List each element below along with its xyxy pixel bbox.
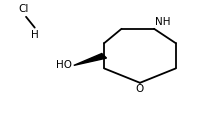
Text: Cl: Cl (18, 4, 29, 14)
Text: NH: NH (155, 17, 171, 27)
Text: H: H (31, 30, 39, 40)
Text: HO: HO (56, 60, 72, 70)
Polygon shape (74, 54, 107, 65)
Text: O: O (136, 84, 144, 94)
